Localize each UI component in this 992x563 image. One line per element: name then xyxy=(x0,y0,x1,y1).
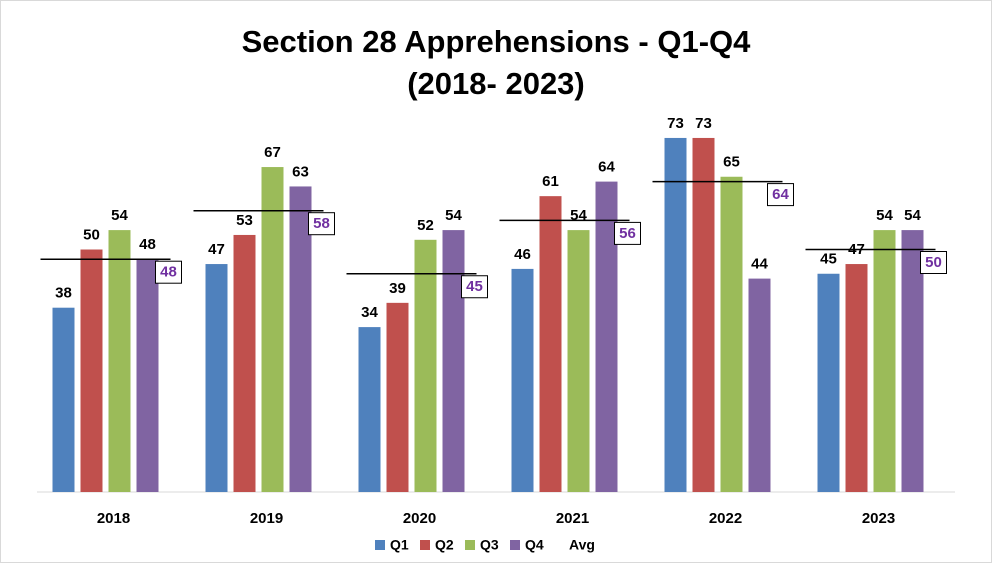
data-label: 46 xyxy=(514,246,531,263)
data-label: 73 xyxy=(667,115,684,132)
average-label: 50 xyxy=(925,254,942,271)
average-label: 64 xyxy=(772,186,789,203)
data-label: 38 xyxy=(55,285,72,302)
bar xyxy=(567,230,590,492)
data-label: 44 xyxy=(751,256,768,273)
data-label: 52 xyxy=(417,217,434,234)
average-label: 58 xyxy=(313,215,330,232)
average-label-box xyxy=(155,260,182,284)
bar xyxy=(289,186,312,492)
average-label: 48 xyxy=(160,264,177,281)
data-label: 64 xyxy=(598,159,615,176)
bar xyxy=(817,273,840,492)
bar xyxy=(511,268,534,492)
bar xyxy=(692,137,715,492)
x-tick-label: 2018 xyxy=(97,510,130,527)
bar xyxy=(52,307,75,492)
bar xyxy=(136,259,159,492)
bar xyxy=(205,264,228,492)
data-label: 50 xyxy=(83,226,100,243)
average-label-box xyxy=(614,221,641,245)
data-label: 67 xyxy=(264,144,281,161)
legend-label: Q3 xyxy=(480,537,499,553)
bar xyxy=(595,181,618,492)
chart-title: (2018- 2023) xyxy=(407,66,585,101)
legend-swatch xyxy=(465,540,475,550)
legend-label: Q1 xyxy=(390,537,409,553)
bar xyxy=(873,230,896,492)
bar xyxy=(748,278,771,492)
bar xyxy=(845,264,868,492)
data-label: 34 xyxy=(361,304,378,321)
bar xyxy=(233,234,256,492)
chart-title: Section 28 Apprehensions - Q1-Q4 xyxy=(242,24,752,59)
x-tick-label: 2023 xyxy=(862,510,895,527)
bar xyxy=(80,249,103,492)
data-label: 63 xyxy=(292,163,309,180)
legend-swatch xyxy=(375,540,385,550)
data-label: 48 xyxy=(139,236,156,253)
average-label-box xyxy=(308,212,335,236)
data-label: 65 xyxy=(723,154,740,171)
legend-swatch xyxy=(510,540,520,550)
bar xyxy=(901,230,924,492)
legend-label: Q2 xyxy=(435,537,454,553)
data-label: 54 xyxy=(876,207,893,224)
x-tick-label: 2020 xyxy=(403,510,436,527)
bar xyxy=(414,239,437,492)
data-label: 53 xyxy=(236,212,253,229)
data-label: 39 xyxy=(389,280,406,297)
bar xyxy=(720,176,743,492)
average-label-box xyxy=(920,251,947,274)
average-label-box xyxy=(461,275,488,299)
bar xyxy=(108,230,131,492)
data-label: 54 xyxy=(445,207,462,224)
average-label-box xyxy=(767,183,794,207)
data-label: 54 xyxy=(570,207,587,224)
data-label: 73 xyxy=(695,115,712,132)
data-label: 54 xyxy=(111,207,128,224)
average-label: 45 xyxy=(466,278,483,295)
bar xyxy=(442,230,465,492)
data-label: 47 xyxy=(208,241,225,258)
data-label: 45 xyxy=(820,251,837,268)
bar xyxy=(539,196,562,492)
data-label: 54 xyxy=(904,207,921,224)
bar xyxy=(386,302,409,492)
x-tick-label: 2019 xyxy=(250,510,283,527)
x-tick-label: 2022 xyxy=(709,510,742,527)
legend-label: Avg xyxy=(569,537,595,553)
data-label: 61 xyxy=(542,173,559,190)
legend-label: Q4 xyxy=(525,537,544,553)
x-tick-label: 2021 xyxy=(556,510,589,527)
average-label: 56 xyxy=(619,225,636,242)
bar xyxy=(261,167,284,493)
bar xyxy=(358,327,381,492)
bar xyxy=(664,137,687,492)
legend-swatch xyxy=(420,540,430,550)
